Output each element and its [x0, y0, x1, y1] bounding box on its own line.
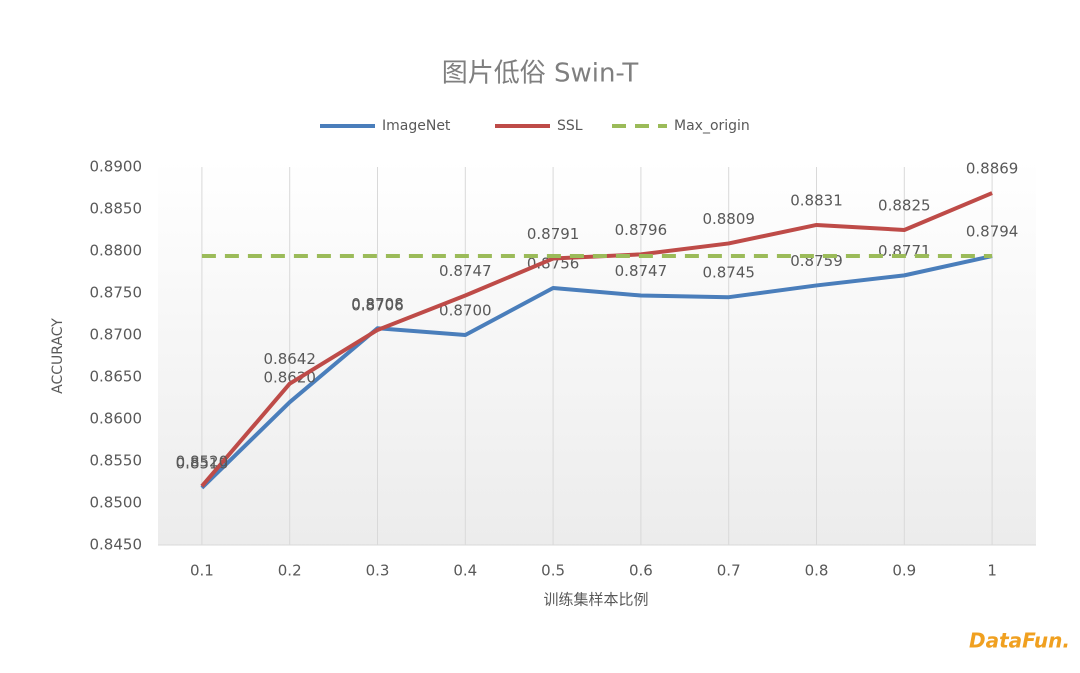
- series-line: [200, 254, 993, 490]
- legend-label: SSL: [557, 118, 583, 134]
- y-tick-label: 0.8850: [90, 200, 143, 218]
- y-tick-label: 0.8750: [90, 284, 143, 302]
- plot-area: [158, 160, 1036, 545]
- chart-title: 图片低俗 Swin-T: [442, 59, 639, 89]
- y-tick-label: 0.8550: [90, 452, 143, 470]
- x-tick-label: 0.9: [892, 562, 916, 580]
- x-tick-label: 0.6: [629, 562, 653, 580]
- x-tick-label: 0.8: [805, 562, 829, 580]
- x-tick-label: 1: [987, 562, 997, 580]
- data-label: 0.8620: [263, 369, 316, 387]
- x-axis-label: 训练集样本比例: [543, 591, 648, 609]
- y-tick-label: 0.8600: [90, 410, 143, 428]
- y-tick-label: 0.8500: [90, 494, 143, 512]
- data-label: 0.8869: [966, 160, 1019, 178]
- data-label: 0.8791: [527, 225, 580, 243]
- x-tick-label: 0.7: [717, 562, 741, 580]
- data-label: 0.8825: [878, 197, 931, 215]
- data-label: 0.8745: [702, 264, 755, 282]
- data-label: 0.8642: [263, 350, 316, 368]
- watermark: DataFun.: [969, 629, 1070, 653]
- y-tick-label: 0.8700: [90, 326, 143, 344]
- data-label: 0.8747: [439, 262, 492, 280]
- x-tick-label: 0.1: [190, 562, 214, 580]
- y-tick-label: 0.8650: [90, 368, 143, 386]
- data-label: 0.8796: [615, 221, 668, 239]
- x-tick-label: 0.5: [541, 562, 565, 580]
- data-label: 0.8706: [351, 296, 404, 314]
- data-label: 0.8831: [790, 191, 843, 209]
- y-tick-label: 0.8800: [90, 242, 143, 260]
- y-axis-label: ACCURACY: [50, 318, 66, 394]
- x-tick-label: 0.3: [366, 562, 390, 580]
- data-label: 0.8809: [702, 210, 755, 228]
- data-label: 0.8747: [615, 262, 668, 280]
- y-tick-label: 0.8450: [90, 536, 143, 554]
- data-label: 0.8708: [351, 295, 404, 313]
- data-label: 0.8700: [439, 302, 492, 320]
- legend-label: ImageNet: [382, 118, 451, 134]
- x-tick-label: 0.2: [278, 562, 302, 580]
- data-label: 0.8520: [176, 453, 229, 471]
- legend-label: Max_origin: [674, 118, 750, 134]
- data-label: 0.8794: [966, 223, 1019, 241]
- y-tick-label: 0.8900: [90, 158, 143, 176]
- x-tick-label: 0.4: [453, 562, 477, 580]
